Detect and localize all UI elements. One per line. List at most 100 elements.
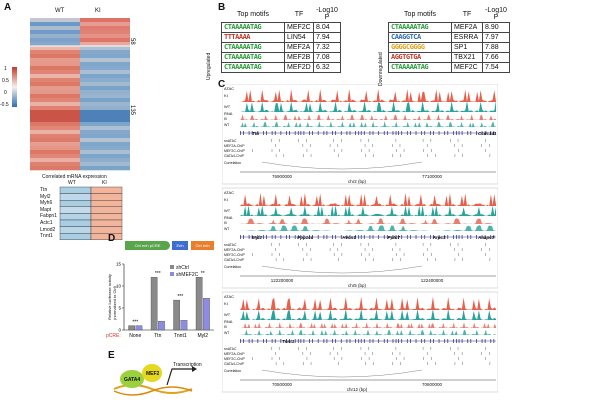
axis-chr: chr12 (bp) xyxy=(347,387,368,392)
gene-label: Ccdc141 xyxy=(478,131,497,136)
panel-d-label: D xyxy=(108,233,116,244)
hdr-p: -Log10 P xyxy=(316,7,338,21)
heatmap-cell xyxy=(30,130,80,135)
motif-row: CTAAAAATAG MEF2C 8.04 xyxy=(221,22,341,33)
track-label-ki: KI xyxy=(224,221,227,225)
heatmap-cell xyxy=(80,42,130,47)
motif-tf: TBX21 xyxy=(451,52,483,63)
annot-label: MEF2A-ChIP xyxy=(224,144,245,148)
legend-shctrl: shCtrl xyxy=(170,265,189,271)
up-motif-table: Top motifs TF -Log10 P CTAAAAATAG MEF2C … xyxy=(221,6,341,73)
colorbar xyxy=(12,67,17,107)
motif-logo: CTAAAAATAG xyxy=(224,53,262,61)
heatmap-cell xyxy=(30,38,80,43)
gene-cell-ki xyxy=(90,232,123,240)
track-label-rna: RNA xyxy=(224,319,233,324)
heatmap-cell xyxy=(80,34,130,39)
heatmap-cell xyxy=(30,74,80,79)
significance-mark: *** xyxy=(177,294,183,300)
annot-label: GATA4-ChIP xyxy=(224,154,245,158)
heatmap-cell xyxy=(80,50,130,55)
heatmap-cell xyxy=(30,90,80,95)
gene-name: Myh6 xyxy=(40,200,53,207)
panel-b-label: B xyxy=(218,2,226,13)
motif-tf: MEF2A xyxy=(451,22,483,33)
bar-shMEF2C-Myl2 xyxy=(203,298,210,331)
heatmap-cell xyxy=(30,86,80,91)
gene-col-wt: WT xyxy=(68,180,76,186)
motif-p: 7.08 xyxy=(313,52,341,63)
heatmap-cell xyxy=(80,134,130,139)
gene-cell-wt xyxy=(59,186,92,194)
panel-c-label: C xyxy=(218,79,226,90)
annot-label: MEF2A-ChIP xyxy=(224,248,245,252)
axis-tick: 70600000 xyxy=(422,382,443,387)
motif-tf: MEF2A xyxy=(284,42,314,53)
gene-name: Tnnt1 xyxy=(40,233,53,240)
heatmap-cell xyxy=(30,54,80,59)
corr-label: Correlation xyxy=(224,265,241,269)
y-tick-label: 5 xyxy=(118,306,121,311)
colorbar-tick-4: -0.5 xyxy=(0,102,9,108)
gene-cell-wt xyxy=(59,199,92,207)
track-label-rna: RNA xyxy=(224,111,233,116)
gene-label: Arpc3 xyxy=(432,235,446,240)
signal-track xyxy=(240,218,496,224)
gene-label: Myl2 xyxy=(252,235,263,240)
gene-cell-wt xyxy=(59,226,92,234)
colorbar-tick-1: 1 xyxy=(4,66,7,72)
bar-shCtrl-None xyxy=(128,325,135,331)
heatmap-cell xyxy=(80,86,130,91)
mef2-label: MEF2 xyxy=(146,371,160,377)
heatmap-cell xyxy=(30,34,80,39)
gene-name: Myl2 xyxy=(40,193,51,200)
hdr-tf: TF xyxy=(294,10,304,18)
heatmap-cell xyxy=(80,98,130,103)
heatmap-cell xyxy=(80,162,130,167)
heatmap-cell xyxy=(80,122,130,127)
motif-p: 7.94 xyxy=(313,32,341,43)
heatmap-cell xyxy=(80,130,130,135)
track-label-ki: KI xyxy=(224,325,227,329)
motif-tf: SP1 xyxy=(451,42,483,53)
colorbar-tick-2: 0.5 xyxy=(2,78,9,84)
heatmap-col-ki: KI xyxy=(95,8,101,14)
gene-cell-wt xyxy=(59,193,92,201)
heatmap-col-wt: WT xyxy=(55,8,65,14)
heatmap-cell xyxy=(80,30,130,35)
heatmap-cell xyxy=(80,22,130,27)
motif-row: CTAAAAATAG MEF2D 6.32 xyxy=(221,62,341,73)
motif-tf: ESRRA xyxy=(451,32,483,43)
heatmap-cell xyxy=(80,82,130,87)
motif-tf: LIN54 xyxy=(284,32,314,43)
gene-label: Ttn xyxy=(252,131,259,136)
gene-label: Hvcn1 xyxy=(342,235,356,240)
gene-cell-ki xyxy=(90,206,123,214)
heatmap-cell xyxy=(80,62,130,67)
heatmap-cell xyxy=(80,90,130,95)
heatmap-cell xyxy=(30,158,80,163)
motif-logo: CAAGGTCA xyxy=(391,33,421,41)
signal-track xyxy=(240,121,496,127)
heatmap-cell xyxy=(80,146,130,151)
heatmap-cell xyxy=(30,18,80,23)
legend-label: shMEF2C xyxy=(176,272,199,278)
track-label-ki: KI xyxy=(224,197,228,202)
gene-name: Fabpn1 xyxy=(40,213,57,220)
hdr-motif: Top motifs xyxy=(237,10,269,18)
heatmap-cell xyxy=(30,122,80,127)
track-label-wt: WT xyxy=(224,123,230,127)
annot-label: MEF2A-ChIP xyxy=(224,352,245,356)
legend-label: shCtrl xyxy=(176,265,190,271)
motif-tf: MEF2D xyxy=(284,62,314,73)
heatmap-cell xyxy=(30,22,80,27)
hdr-p: -Log10 P xyxy=(485,7,507,21)
y-tick-label: 15 xyxy=(116,262,122,267)
signal-track xyxy=(240,329,496,335)
motif-logo: CTAAAAATAG xyxy=(224,23,262,31)
motif-p: 7.97 xyxy=(482,32,510,43)
heatmap-cell xyxy=(30,126,80,131)
gene-col-ki: KI xyxy=(102,180,107,186)
track-label-wt: WT xyxy=(224,208,231,213)
downregulated-label: Downregulated xyxy=(378,52,384,86)
